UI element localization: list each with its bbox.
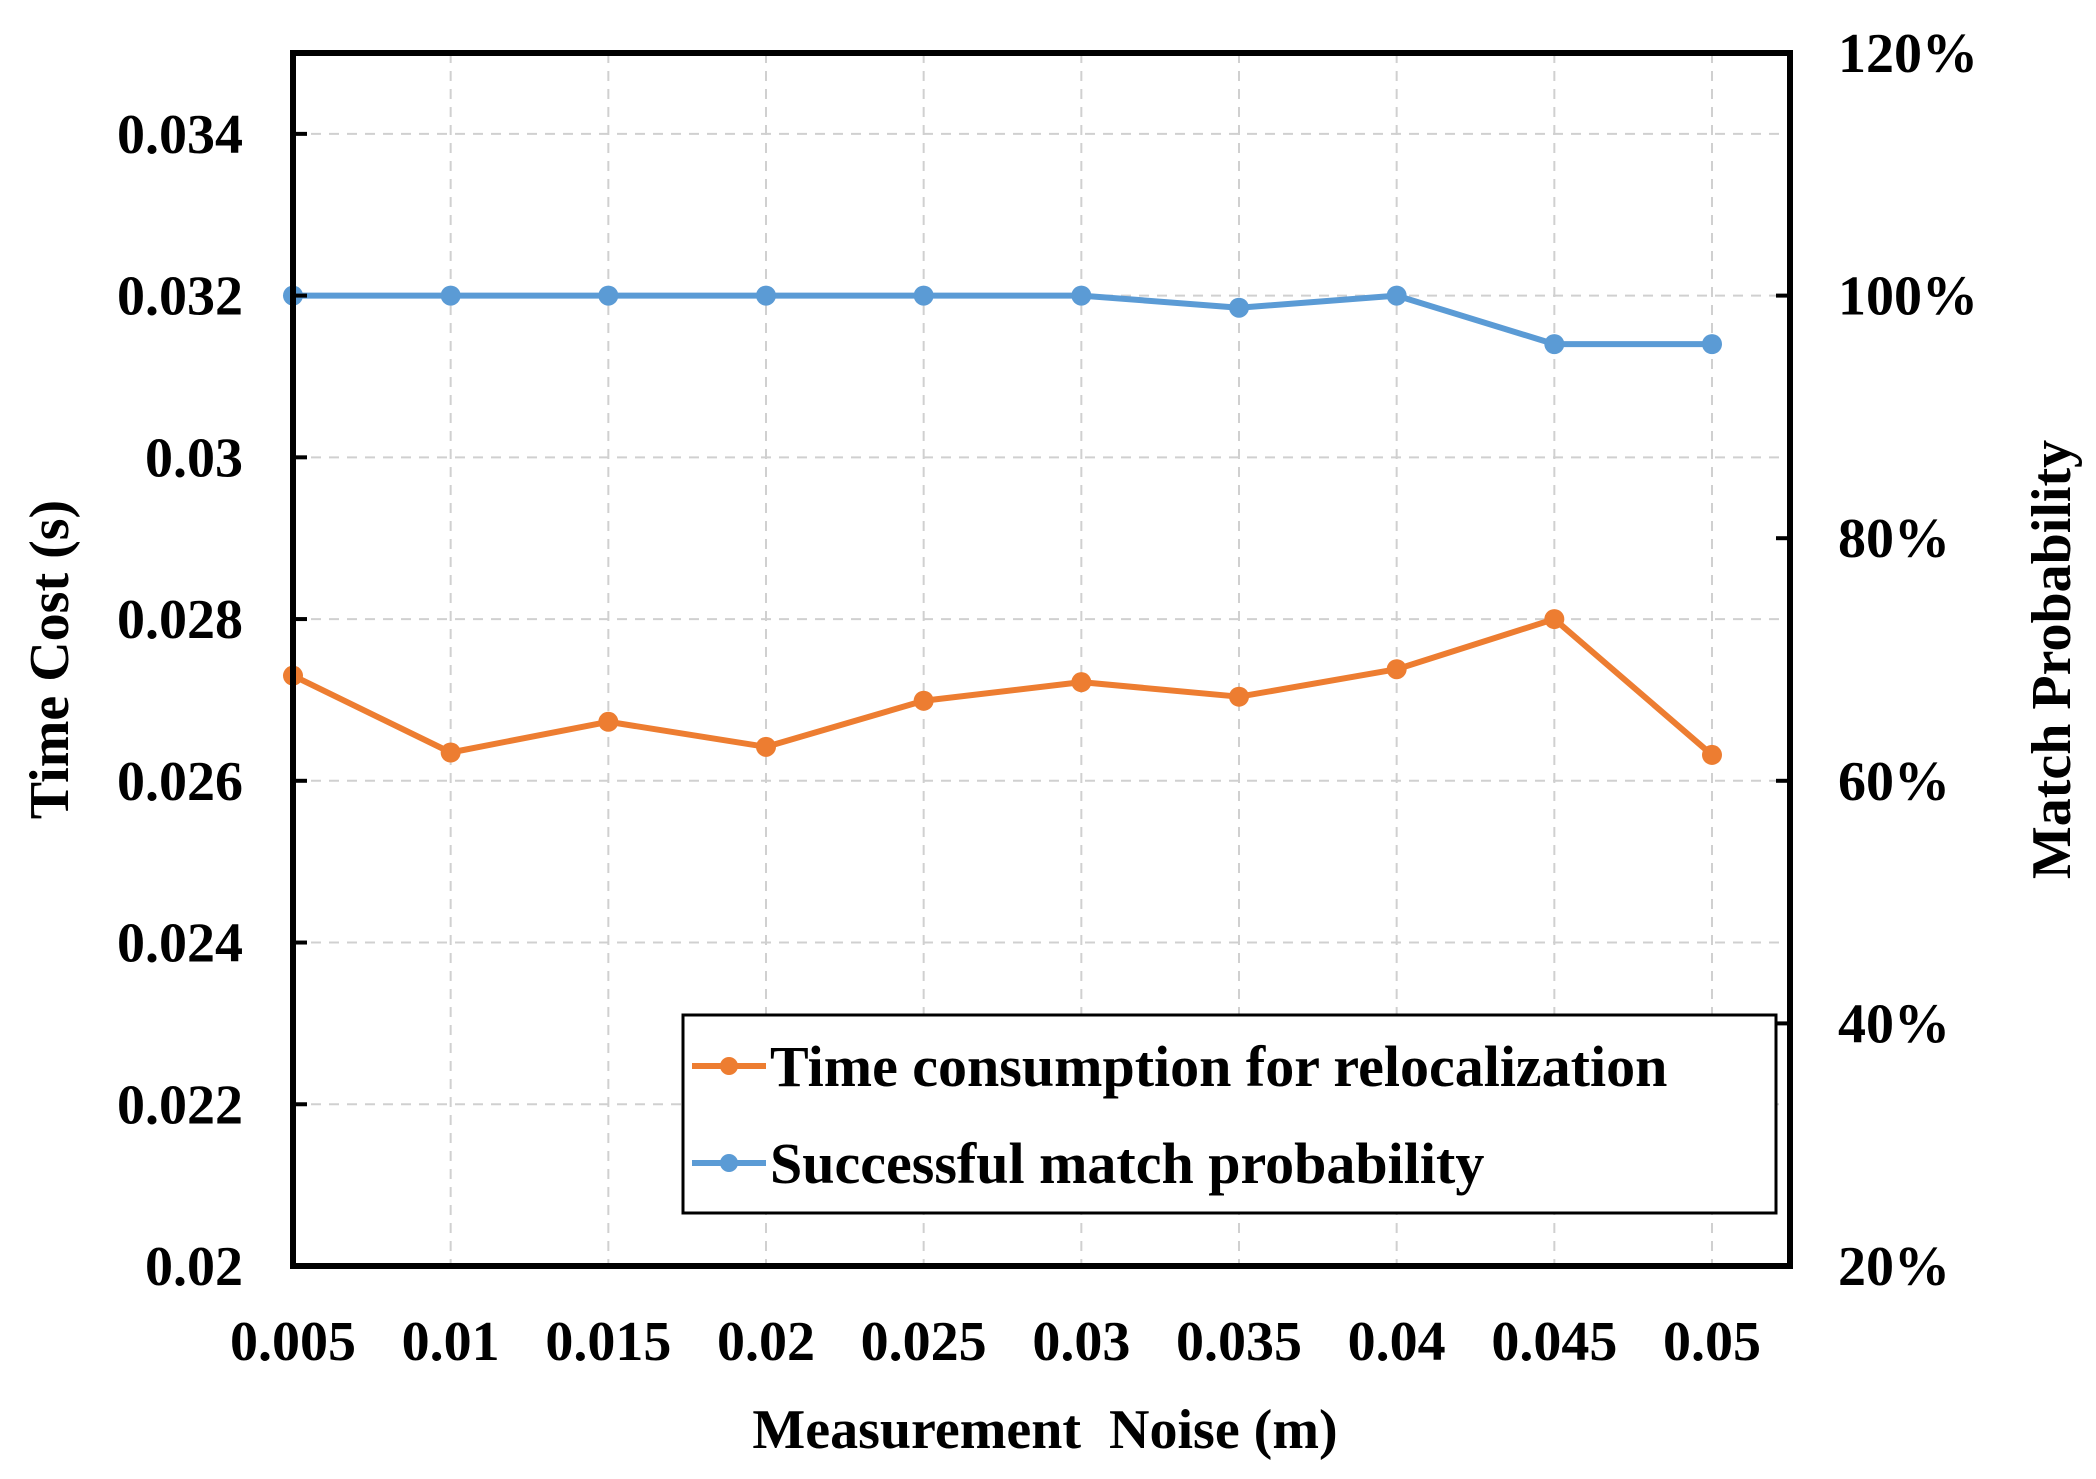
y-tick-label: 0.022 <box>117 1074 243 1136</box>
data-point <box>440 285 461 306</box>
series-line-1 <box>293 292 1712 348</box>
data-point <box>1071 672 1092 693</box>
data-point <box>756 285 776 306</box>
x-tick-label: 0.045 <box>1491 1311 1617 1373</box>
data-point <box>598 711 619 732</box>
y2-tick-label: 120% <box>1838 23 1978 85</box>
y2-tick-label: 40% <box>1838 993 1950 1055</box>
series-layer <box>283 285 1722 765</box>
x-tick-label: 0.04 <box>1348 1311 1446 1373</box>
x-tick-label: 0.05 <box>1663 1311 1761 1373</box>
x-tick-label: 0.025 <box>861 1311 987 1373</box>
data-point <box>1544 334 1565 355</box>
x-tick-label: 0.03 <box>1032 1311 1130 1373</box>
y2-tick-label: 60% <box>1838 751 1950 813</box>
legend-label-match: Successful match probability <box>770 1131 1484 1196</box>
tick-layer: 0.02 0.022 0.024 0.026 0.028 0.03 0.032 0.034 20… <box>117 23 1978 1373</box>
data-point <box>598 285 619 306</box>
y2-tick-label: 20% <box>1838 1236 1950 1298</box>
data-point <box>1229 297 1249 318</box>
y2-axis-title: Match Probability <box>2021 440 2083 879</box>
data-point <box>1702 334 1722 355</box>
y-tick-label: 0.032 <box>117 266 243 328</box>
y-tick-label: 0.024 <box>117 913 243 975</box>
y-tick-label: 0.034 <box>117 104 243 166</box>
legend-box <box>681 1013 1778 1215</box>
x-tick-label: 0.02 <box>717 1311 815 1373</box>
legend-marker-time <box>720 1057 738 1075</box>
data-point <box>1386 659 1407 680</box>
y-tick-label: 0.03 <box>145 427 243 489</box>
y-tick-label: 0.02 <box>145 1236 243 1298</box>
y-tick-label: 0.026 <box>117 751 243 813</box>
data-point <box>756 736 776 757</box>
series-line-0 <box>291 616 1714 758</box>
data-point <box>1386 285 1407 306</box>
y2-tick-label: 100% <box>1838 266 1978 328</box>
data-point <box>440 742 461 763</box>
x-tick-label: 0.035 <box>1176 1311 1302 1373</box>
x-tick-label: 0.005 <box>230 1311 356 1373</box>
y2-tick-label: 80% <box>1838 508 1950 570</box>
data-point <box>1544 609 1565 630</box>
data-point <box>1229 686 1249 707</box>
data-point <box>913 285 934 306</box>
data-point <box>1071 285 1092 306</box>
x-tick-label: 0.015 <box>545 1311 671 1373</box>
y-axis-title: Time Cost (s) <box>19 500 81 819</box>
legend-entry-match: Successful match probability <box>692 1131 1484 1196</box>
data-point <box>1702 744 1722 765</box>
x-axis-title: Measurement Noise (m) <box>752 1399 1337 1461</box>
x-tick-label: 0.01 <box>402 1311 500 1373</box>
legend-label-time: Time consumption for relocalization <box>770 1034 1667 1099</box>
legend-entry-time: Time consumption for relocalization <box>692 1034 1667 1099</box>
y-tick-label: 0.028 <box>117 589 243 651</box>
data-point <box>913 690 934 711</box>
legend-marker-match <box>720 1154 738 1172</box>
legend: Time consumption for relocalization Succ… <box>681 1013 1778 1215</box>
plot-area-frame <box>290 50 1793 1269</box>
